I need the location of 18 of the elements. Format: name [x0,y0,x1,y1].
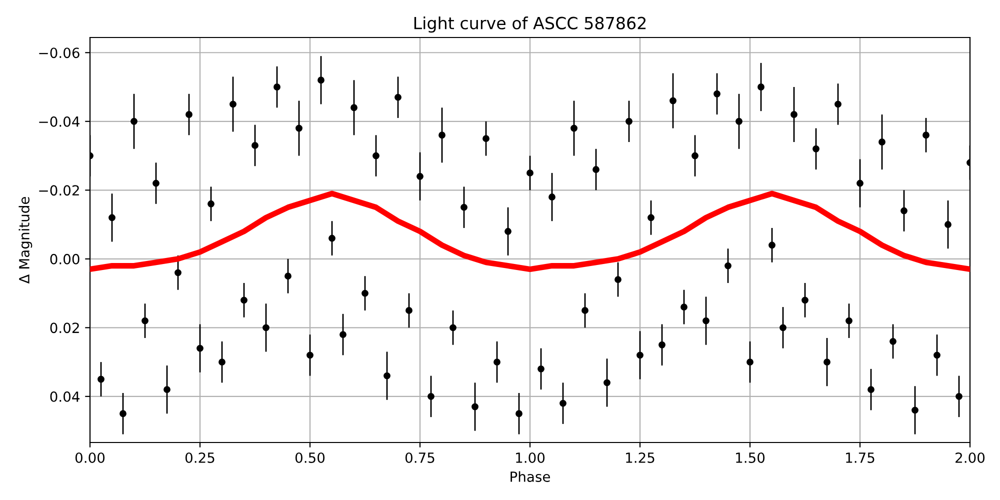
x-tick-label: 0.00 [75,452,105,463]
x-axis-title: Phase [510,471,550,482]
y-tick-label: 0.00 [50,254,80,264]
y-axis-title: Δ Magnitude [18,196,32,284]
x-tick-label: 0.50 [295,452,325,463]
x-tick-label: 0.25 [185,452,214,463]
y-tick-label: 0.04 [50,391,80,402]
x-tick-label: 1.25 [626,452,654,463]
chart-title: Light curve of ASCC 587862 [414,16,646,33]
y-tick-label: −0.06 [39,48,80,58]
x-tick-label: 1.00 [516,452,545,463]
x-tick-label: 1.50 [736,452,765,463]
x-tick-label: 2.00 [956,452,985,463]
x-tick-label: 1.75 [846,452,874,463]
x-tick-label: 0.75 [405,452,434,463]
y-tick-label: 0.02 [50,322,79,334]
y-tick-label: −0.04 [39,116,80,127]
y-tick-label: −0.02 [39,185,79,196]
